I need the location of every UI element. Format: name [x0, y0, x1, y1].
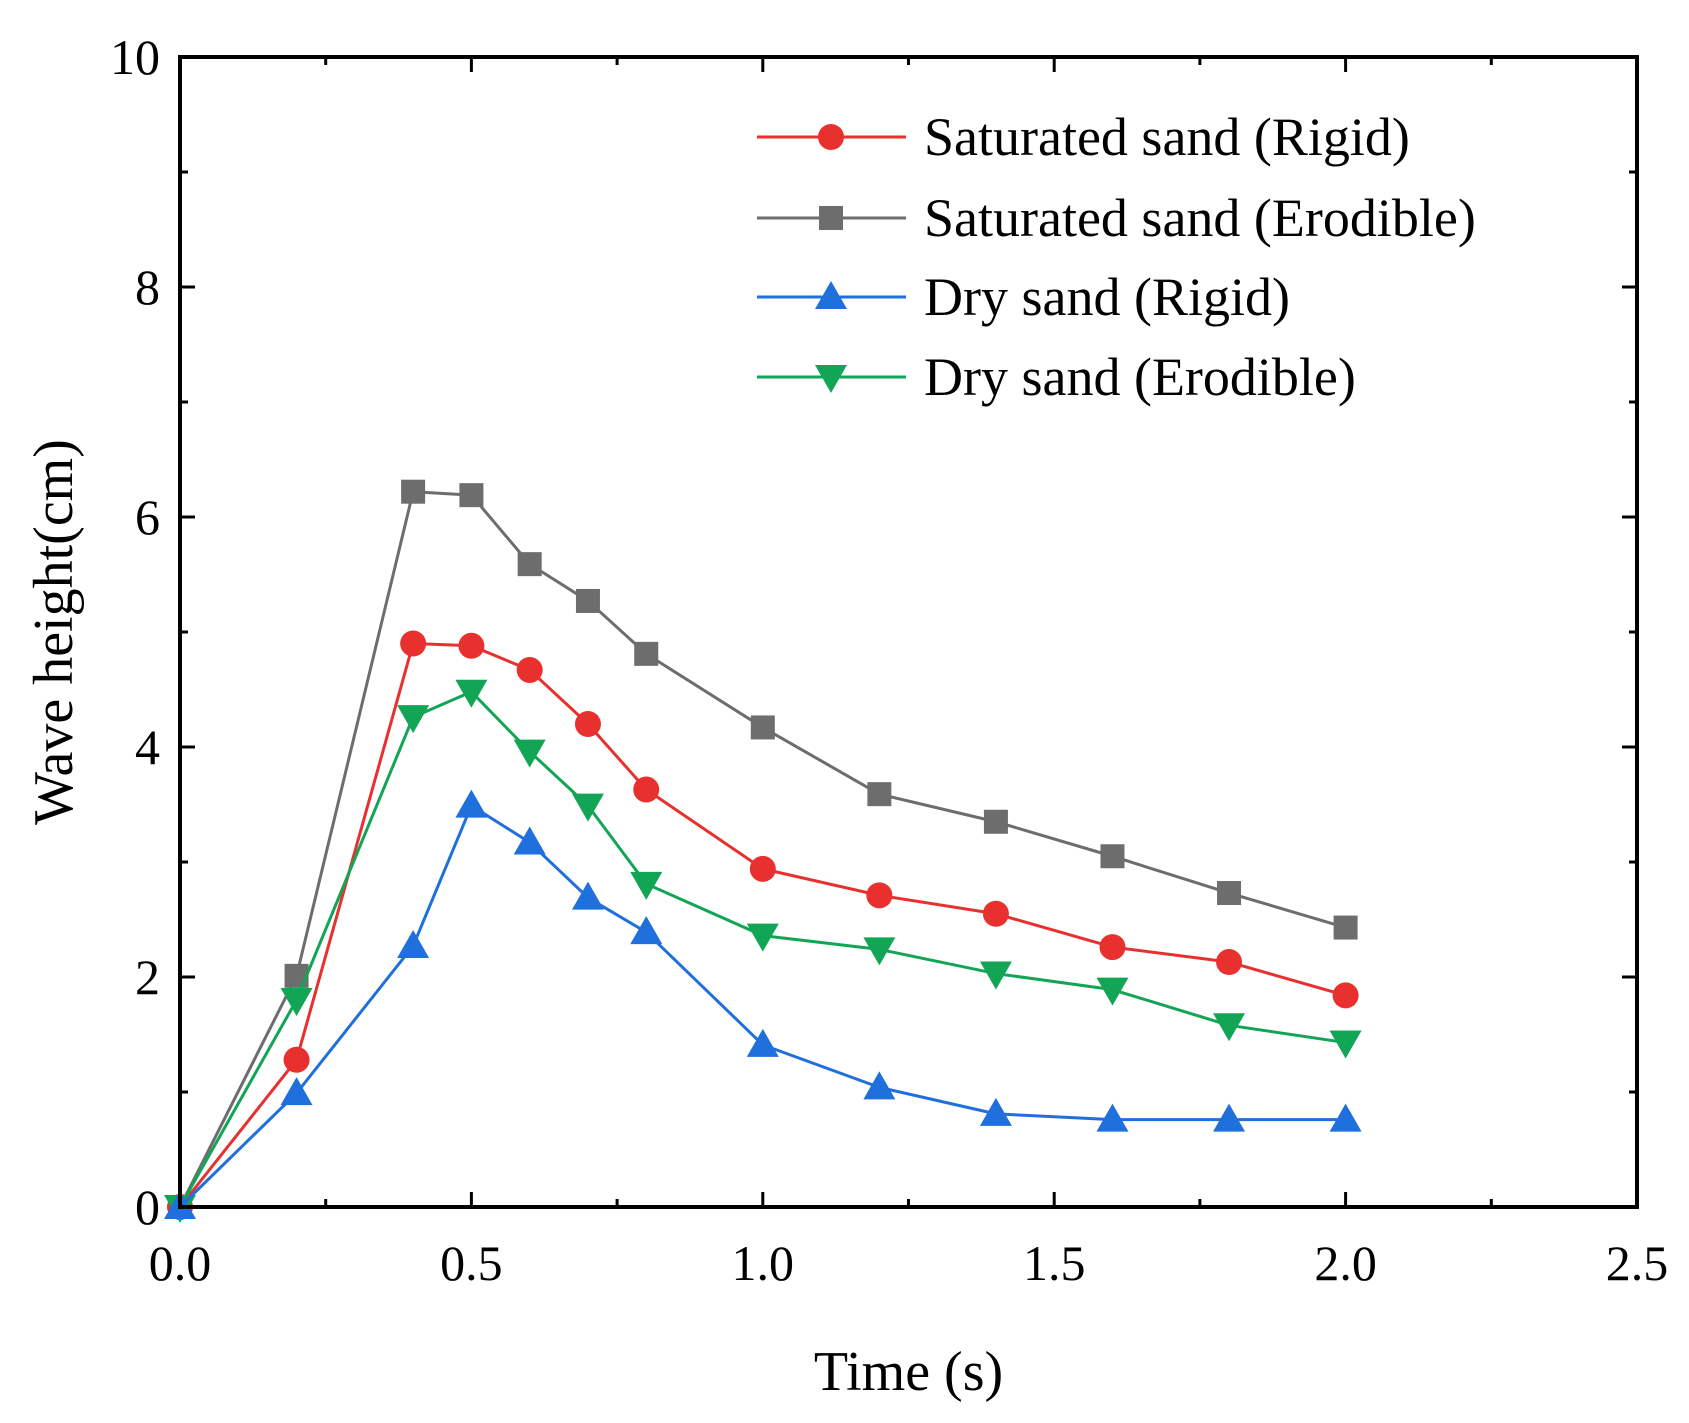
- data-point-dry-sand-rigid: [1329, 1103, 1362, 1132]
- legend-marker: [815, 281, 847, 309]
- x-tick-label: 0.0: [149, 1235, 212, 1291]
- legend-marker: [818, 124, 844, 150]
- data-point-dry-sand-erodible: [630, 871, 663, 900]
- y-tick-label: 2: [135, 949, 160, 1005]
- data-point-dry-sand-rigid: [397, 929, 430, 958]
- plot-frame: [178, 55, 1639, 1209]
- y-tick-label: 4: [135, 719, 160, 775]
- data-point-dry-sand-erodible: [397, 705, 430, 734]
- data-point-saturated-sand-rigid: [574, 711, 601, 737]
- data-point-dry-sand-erodible: [746, 923, 779, 952]
- data-point-saturated-sand-rigid: [516, 656, 543, 683]
- y-tick-label: 10: [110, 29, 160, 85]
- axis-ticks: 0.0 0.5 1.0 1.5 2.0 2.5 0 2 4 6 8 10: [110, 29, 1668, 1291]
- series-dry-sand-erodible: [164, 679, 1362, 1223]
- data-point-saturated-sand-erodible: [634, 641, 659, 666]
- data-point-dry-sand-erodible: [863, 937, 896, 966]
- data-point-dry-sand-rigid: [863, 1071, 896, 1100]
- data-point-dry-sand-rigid: [746, 1028, 779, 1057]
- data-point-dry-sand-rigid: [1213, 1103, 1246, 1132]
- legend-label: Dry sand (Rigid): [924, 267, 1290, 327]
- data-point-saturated-sand-erodible: [983, 809, 1008, 834]
- series-saturated-sand-erodible: [168, 479, 1358, 1219]
- plot-series: [164, 479, 1362, 1223]
- data-point-dry-sand-erodible: [455, 679, 488, 708]
- legend-item-dry-sand-rigid: Dry sand (Rigid): [757, 267, 1290, 327]
- data-point-saturated-sand-rigid: [982, 900, 1009, 927]
- data-point-saturated-sand-erodible: [517, 552, 542, 577]
- legend-marker: [819, 206, 843, 230]
- data-point-saturated-sand-erodible: [459, 483, 484, 508]
- x-tick-label: 0.5: [440, 1235, 503, 1291]
- legend-item-saturated-sand-rigid: Saturated sand (Rigid): [757, 107, 1410, 167]
- data-point-dry-sand-rigid: [1096, 1103, 1129, 1132]
- data-point-saturated-sand-erodible: [1333, 915, 1358, 940]
- data-point-dry-sand-rigid: [280, 1077, 313, 1106]
- x-tick-label: 2.5: [1606, 1235, 1669, 1291]
- data-point-dry-sand-erodible: [513, 739, 546, 768]
- data-point-dry-sand-erodible: [1213, 1013, 1246, 1042]
- y-tick-label: 0: [135, 1179, 160, 1235]
- legend: Saturated sand (Rigid) Saturated sand (Er…: [757, 107, 1476, 407]
- legend-marker: [815, 365, 847, 393]
- legend-item-saturated-sand-erodible: Saturated sand (Erodible): [757, 188, 1476, 248]
- legend-label: Saturated sand (Rigid): [924, 107, 1410, 167]
- data-point-saturated-sand-erodible: [750, 715, 775, 740]
- x-tick-label: 2.0: [1314, 1235, 1377, 1291]
- data-point-saturated-sand-rigid: [458, 632, 485, 659]
- series-dry-sand-rigid: [164, 789, 1362, 1219]
- y-tick-label: 8: [135, 259, 160, 315]
- data-point-saturated-sand-erodible: [1217, 881, 1242, 906]
- data-point-dry-sand-rigid: [455, 789, 488, 818]
- data-point-saturated-sand-rigid: [400, 630, 427, 657]
- data-point-saturated-sand-rigid: [1332, 982, 1359, 1009]
- data-point-saturated-sand-rigid: [283, 1046, 310, 1073]
- data-point-saturated-sand-erodible: [867, 782, 892, 807]
- data-point-dry-sand-rigid: [630, 916, 663, 945]
- data-point-dry-sand-rigid: [571, 881, 604, 910]
- data-point-dry-sand-erodible: [979, 961, 1012, 990]
- legend-label: Saturated sand (Erodible): [924, 188, 1476, 248]
- x-axis-title: Time (s): [814, 1341, 1003, 1403]
- data-point-dry-sand-erodible: [1329, 1030, 1362, 1059]
- data-point-dry-sand-erodible: [1096, 977, 1129, 1006]
- data-point-saturated-sand-rigid: [633, 776, 660, 803]
- data-point-dry-sand-rigid: [513, 826, 546, 855]
- data-point-saturated-sand-rigid: [749, 855, 776, 882]
- data-point-saturated-sand-erodible: [1100, 844, 1125, 869]
- x-tick-label: 1.0: [732, 1235, 795, 1291]
- data-point-dry-sand-erodible: [571, 793, 604, 822]
- data-point-dry-sand-rigid: [979, 1097, 1012, 1126]
- x-tick-label: 1.5: [1023, 1235, 1086, 1291]
- y-tick-label: 6: [135, 489, 160, 545]
- legend-item-dry-sand-erodible: Dry sand (Erodible): [757, 347, 1356, 407]
- data-point-saturated-sand-rigid: [866, 882, 893, 909]
- legend-label: Dry sand (Erodible): [924, 347, 1356, 407]
- data-point-saturated-sand-erodible: [575, 588, 600, 613]
- y-axis-title: Wave height(cm): [23, 439, 85, 825]
- data-point-saturated-sand-rigid: [1099, 934, 1126, 961]
- data-point-saturated-sand-erodible: [401, 479, 426, 504]
- series-saturated-sand-rigid: [167, 630, 1359, 1220]
- data-point-saturated-sand-rigid: [1216, 949, 1243, 976]
- data-point-dry-sand-erodible: [280, 988, 313, 1016]
